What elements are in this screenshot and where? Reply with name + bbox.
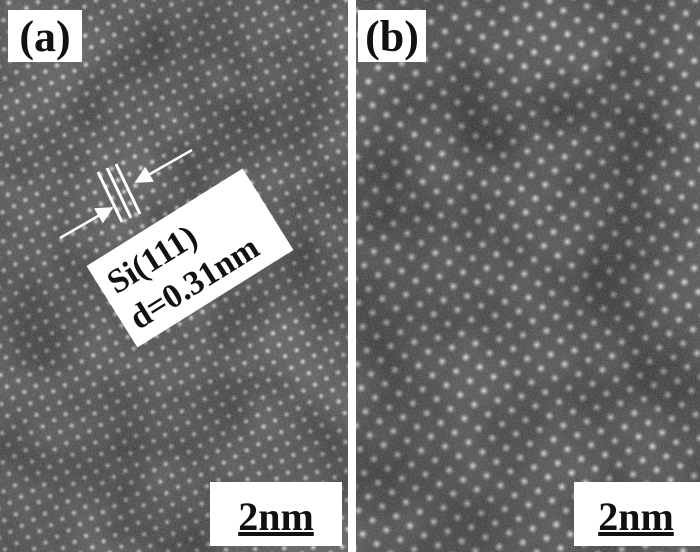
page: (a) (b) 2nm 2nm Si(111) d=0.31nm (() => … [0,0,700,552]
scale-bar-label: 2nm [238,494,314,539]
panel-label: (b) [365,12,419,61]
panel-label: (a) [19,12,70,61]
scale-bar-label: 2nm [598,494,674,539]
figure: (a) (b) 2nm 2nm Si(111) d=0.31nm [0,0,700,552]
panel-b-image [356,0,700,552]
